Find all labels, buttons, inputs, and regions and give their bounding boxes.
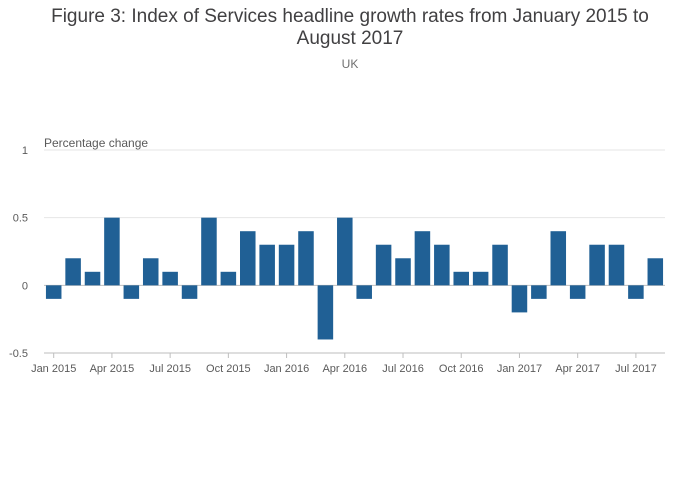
gridlines xyxy=(44,149,665,354)
bar xyxy=(647,258,664,286)
bar xyxy=(298,231,314,286)
x-tick-label: Apr 2016 xyxy=(322,363,367,375)
x-tick-label: Jan 2015 xyxy=(31,363,76,375)
bar xyxy=(65,258,81,286)
x-axis: Jan 2015 Apr 2015 Jul 2015 Oct 2015 Jan 2016… xyxy=(31,352,665,375)
bar xyxy=(142,258,159,286)
chart-title: Figure 3: Index of Services headline gro… xyxy=(51,6,649,49)
x-tick-label: Apr 2017 xyxy=(555,363,600,375)
bar xyxy=(434,244,450,286)
bar xyxy=(511,285,528,313)
y-tick-label: 1 xyxy=(22,145,28,157)
y-tick-label: -0.5 xyxy=(9,348,28,360)
bar xyxy=(453,271,469,286)
bar xyxy=(45,285,62,299)
bar xyxy=(84,271,101,286)
bars xyxy=(45,217,664,340)
x-tick-label: Jul 2015 xyxy=(149,363,191,375)
bar xyxy=(589,244,605,286)
bar xyxy=(492,244,508,286)
y-axis-ticks: -0.5 0 0.5 1 xyxy=(9,145,28,360)
x-tick-label: Oct 2016 xyxy=(439,363,484,375)
bar xyxy=(259,244,275,286)
bar xyxy=(531,285,547,299)
x-tick-label: Apr 2015 xyxy=(90,363,135,375)
bar xyxy=(472,271,489,286)
bar xyxy=(317,285,334,340)
bar xyxy=(240,231,256,286)
bar xyxy=(162,271,178,286)
chart-subtitle: UK xyxy=(341,57,359,71)
y-tick-label: 0 xyxy=(22,280,28,292)
x-tick-label: Jan 2016 xyxy=(264,363,309,375)
bar xyxy=(550,231,567,286)
x-tick-label: Jul 2016 xyxy=(382,363,424,375)
bar xyxy=(104,217,120,286)
y-axis-title: Percentage change xyxy=(44,136,148,150)
bar xyxy=(375,244,392,286)
bar xyxy=(356,285,372,299)
bar xyxy=(414,231,431,286)
x-tick-label: Jul 2017 xyxy=(615,363,657,375)
bar xyxy=(201,217,217,286)
bar xyxy=(608,244,625,286)
bar xyxy=(569,285,586,299)
bar xyxy=(181,285,198,299)
bar xyxy=(123,285,140,299)
x-tick-label: Jan 2017 xyxy=(497,363,542,375)
bar xyxy=(278,244,295,286)
bar xyxy=(628,285,644,299)
bar xyxy=(395,258,411,286)
bar xyxy=(220,271,237,286)
x-tick-label: Oct 2015 xyxy=(206,363,251,375)
bar xyxy=(337,217,353,286)
y-tick-label: 0.5 xyxy=(13,213,28,225)
